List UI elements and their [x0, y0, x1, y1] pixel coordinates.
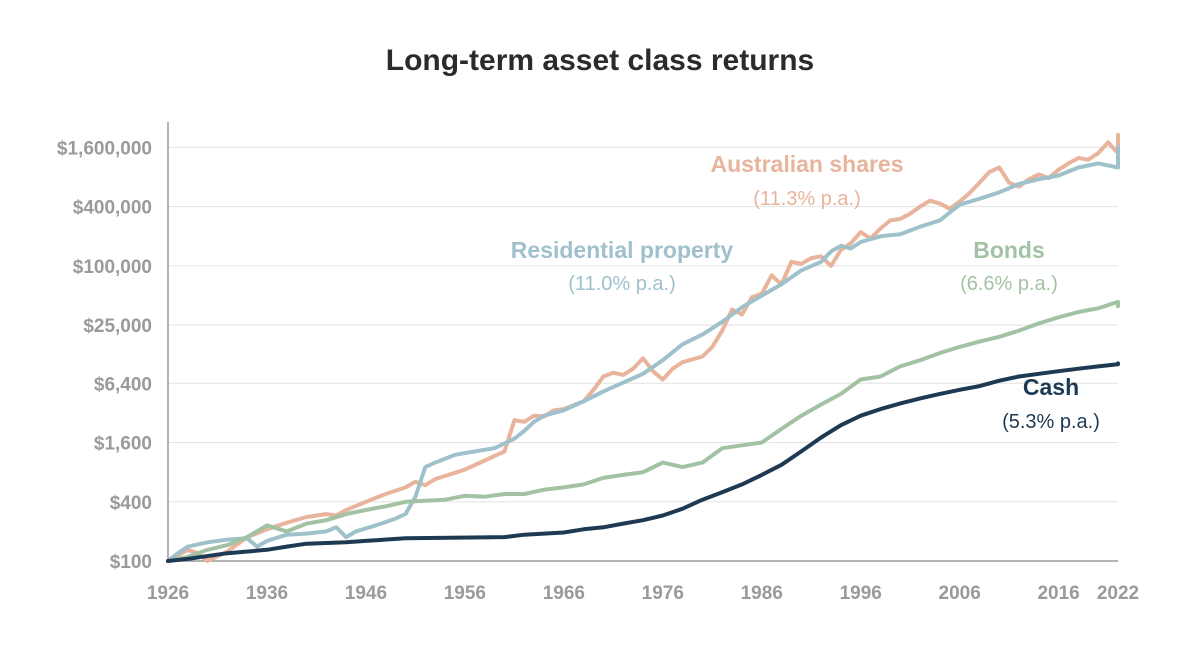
label-australian-shares-name: Australian shares: [710, 151, 903, 177]
label-residential-property-rate: (11.0% p.a.): [568, 273, 675, 295]
series-line-australian-shares: [166, 132, 1120, 563]
x-tick-label: 1946: [345, 583, 387, 604]
chart-title: Long-term asset class returns: [386, 44, 814, 77]
series-lines: [166, 132, 1120, 563]
series-line-cash: [166, 361, 1120, 563]
y-tick-label: $400,000: [73, 198, 152, 219]
y-tick-label: $1,600,000: [57, 138, 152, 159]
y-tick-label: $100: [110, 552, 152, 573]
y-tick-label: $1,600: [94, 434, 152, 455]
x-tick-label: 2016: [1037, 583, 1079, 604]
label-bonds-name: Bonds: [973, 237, 1045, 263]
y-tick-label: $100,000: [73, 257, 152, 278]
series-line-residential-property: [166, 145, 1120, 563]
label-bonds-rate: (6.6% p.a.): [960, 273, 1058, 295]
label-australian-shares-rate: (11.3% p.a.): [753, 188, 860, 210]
y-tick-label: $25,000: [83, 316, 152, 337]
grid-lines: [168, 146, 1118, 562]
y-tick-labels: $100 $400 $1,600 $6,400 $25,000 $100,000 $400,…: [57, 138, 152, 573]
x-tick-labels: 1926 1936 1946 1956 1966 1976 1986 1996 2006 2016…: [147, 583, 1139, 604]
x-tick-label: 1936: [246, 583, 288, 604]
x-tick-label: 2006: [939, 583, 981, 604]
label-residential-property-name: Residential property: [511, 237, 734, 263]
series-line-bonds: [166, 299, 1120, 563]
x-tick-label: 1996: [840, 583, 882, 604]
x-tick-label: 2022: [1097, 583, 1139, 604]
axes: [167, 122, 1118, 562]
label-cash-rate: (5.3% p.a.): [1002, 411, 1100, 433]
x-tick-label: 1976: [642, 583, 684, 604]
x-tick-label: 1986: [741, 583, 783, 604]
x-tick-label: 1956: [444, 583, 486, 604]
y-tick-label: $6,400: [94, 374, 152, 395]
x-tick-label: 1966: [543, 583, 585, 604]
y-tick-label: $400: [110, 493, 152, 514]
x-tick-label: 1926: [147, 583, 189, 604]
label-cash-name: Cash: [1023, 374, 1079, 400]
